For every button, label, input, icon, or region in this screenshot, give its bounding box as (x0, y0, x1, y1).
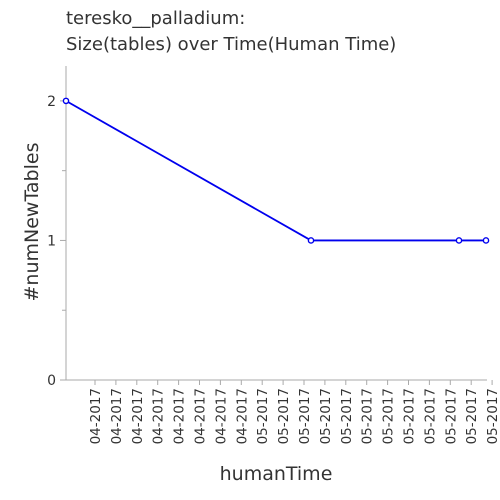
data-point (307, 237, 315, 244)
x-ticks: 04-2017 04-2017 04-2017 04-2017 04-2017 04-20… (88, 380, 500, 444)
y-tick-label: 0 (47, 373, 56, 389)
x-tick-label: 05-2017 (402, 388, 418, 444)
series-group (62, 97, 490, 244)
axes (65, 66, 487, 381)
data-point (455, 237, 463, 244)
x-tick-label: 04-2017 (88, 388, 104, 444)
data-point (62, 97, 70, 105)
y-tick-label: 2 (47, 94, 56, 110)
x-axis-label: humanTime (220, 463, 333, 485)
x-tick-label: 05-2017 (276, 388, 292, 444)
chart-title: teresko__palladium: Size(tables) over Ti… (66, 8, 396, 55)
x-tick-label: 04-2017 (151, 388, 167, 444)
x-tick-label: 05-2017 (360, 388, 376, 444)
x-tick-label: 04-2017 (213, 388, 229, 444)
x-tick-label: 04-2017 (234, 388, 250, 444)
x-tick-label: 05-2017 (464, 388, 480, 444)
y-ticks: 0 1 2 (47, 94, 66, 389)
x-tick-label: 05-2017 (318, 388, 334, 444)
y-axis-label: #numNewTables (21, 143, 43, 302)
chart-title-line-2: Size(tables) over Time(Human Time) (66, 34, 396, 55)
x-tick-label: 04-2017 (109, 388, 125, 444)
x-tick-label: 05-2017 (485, 388, 500, 444)
x-tick-label: 05-2017 (255, 388, 271, 444)
chart-title-line-1: teresko__palladium: (66, 8, 245, 29)
y-tick-label: 1 (47, 233, 56, 249)
x-tick-label: 04-2017 (130, 388, 146, 444)
data-point (482, 237, 490, 244)
x-tick-label: 05-2017 (381, 388, 397, 444)
x-tick-label: 05-2017 (339, 388, 355, 444)
series-line (65, 100, 486, 242)
x-tick-label: 04-2017 (193, 388, 209, 444)
x-tick-label: 05-2017 (443, 388, 459, 444)
x-tick-label: 05-2017 (422, 388, 438, 444)
x-tick-label: 05-2017 (297, 388, 313, 444)
x-tick-label: 04-2017 (172, 388, 188, 444)
